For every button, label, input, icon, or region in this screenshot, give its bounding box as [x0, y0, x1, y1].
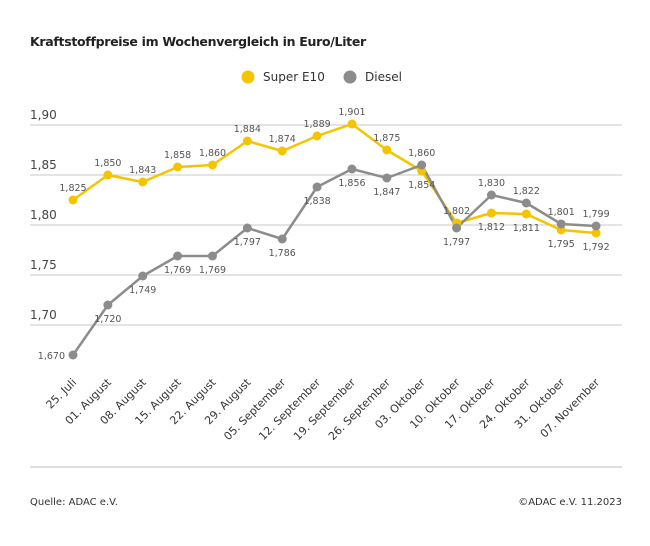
data-label: 1,797 [443, 237, 470, 248]
data-label: 1,811 [513, 223, 540, 234]
data-label: 1,802 [443, 206, 470, 217]
data-label: 1,860 [408, 148, 435, 159]
x-tick-label: 12. September [256, 376, 323, 443]
data-point [591, 221, 601, 231]
data-label: 1,795 [548, 239, 575, 250]
data-label: 1,856 [338, 178, 365, 189]
y-tick-label: 1,75 [30, 258, 57, 272]
copyright-note: ©ADAC e.V. 11.2023 [518, 497, 622, 508]
data-label: 1,769 [199, 265, 226, 276]
y-tick-label: 1,85 [30, 158, 57, 172]
data-label: 1,830 [478, 178, 505, 189]
data-label: 1,901 [338, 107, 365, 118]
data-point [452, 223, 462, 233]
series-line-super-e10 [72, 122, 597, 235]
data-label: 1,860 [199, 148, 226, 159]
data-label: 1,799 [582, 209, 609, 220]
data-point [312, 182, 322, 192]
data-label: 1,825 [59, 183, 86, 194]
data-label: 1,875 [373, 133, 400, 144]
data-point [103, 170, 113, 180]
y-tick-label: 1,80 [30, 208, 57, 222]
legend-label: Diesel [365, 70, 402, 84]
data-label: 1,801 [548, 207, 575, 218]
data-point [417, 160, 427, 170]
data-point [486, 190, 496, 200]
data-point [382, 173, 392, 183]
data-label: 1,797 [234, 237, 261, 248]
x-tick-label: 05. September [221, 376, 288, 443]
data-label: 1,792 [582, 242, 609, 253]
data-label: 1,749 [129, 285, 156, 296]
data-label: 1,670 [38, 351, 65, 362]
x-tick-label: 19. September [291, 376, 358, 443]
data-point [556, 219, 566, 229]
data-label: 1,822 [513, 186, 540, 197]
data-point [277, 234, 287, 244]
source-note: Quelle: ADAC e.V. [30, 497, 118, 508]
data-label: 1,847 [373, 187, 400, 198]
data-point [591, 228, 601, 238]
y-tick-label: 1,70 [30, 308, 57, 322]
legend-label: Super E10 [263, 70, 325, 84]
data-label: 1,786 [269, 248, 296, 259]
data-point [347, 164, 357, 174]
data-point [486, 208, 496, 218]
data-point [138, 177, 148, 187]
data-point [242, 136, 252, 146]
data-label: 1,874 [269, 134, 296, 145]
data-point [138, 271, 148, 281]
data-label: 1,889 [303, 119, 330, 130]
data-point [242, 223, 252, 233]
data-label: 1,843 [129, 165, 156, 176]
data-label: 1,812 [478, 222, 505, 233]
series-line-diesel [71, 163, 597, 356]
data-label: 1,854 [408, 180, 435, 191]
data-label: 1,769 [164, 265, 191, 276]
data-point [312, 131, 322, 141]
data-label: 1,720 [94, 314, 121, 325]
data-label: 1,838 [303, 196, 330, 207]
data-point [173, 251, 183, 261]
data-point [207, 160, 217, 170]
x-tick-label: 26. September [326, 376, 393, 443]
data-label: 1,850 [94, 158, 121, 169]
data-point [521, 198, 531, 208]
legend-marker-diesel [343, 70, 357, 84]
chart-title: Kraftstoffpreise im Wochenvergleich in E… [30, 34, 366, 49]
data-point [103, 300, 113, 310]
data-point [277, 146, 287, 156]
data-point [173, 162, 183, 172]
data-point [68, 350, 78, 360]
data-point [347, 119, 357, 129]
data-point [382, 145, 392, 155]
data-point [521, 209, 531, 219]
y-tick-label: 1,90 [30, 108, 57, 122]
data-point [207, 251, 217, 261]
data-point [68, 195, 78, 205]
data-label: 1,884 [234, 124, 261, 135]
data-label: 1,858 [164, 150, 191, 161]
legend-marker-super-e10 [241, 70, 255, 84]
